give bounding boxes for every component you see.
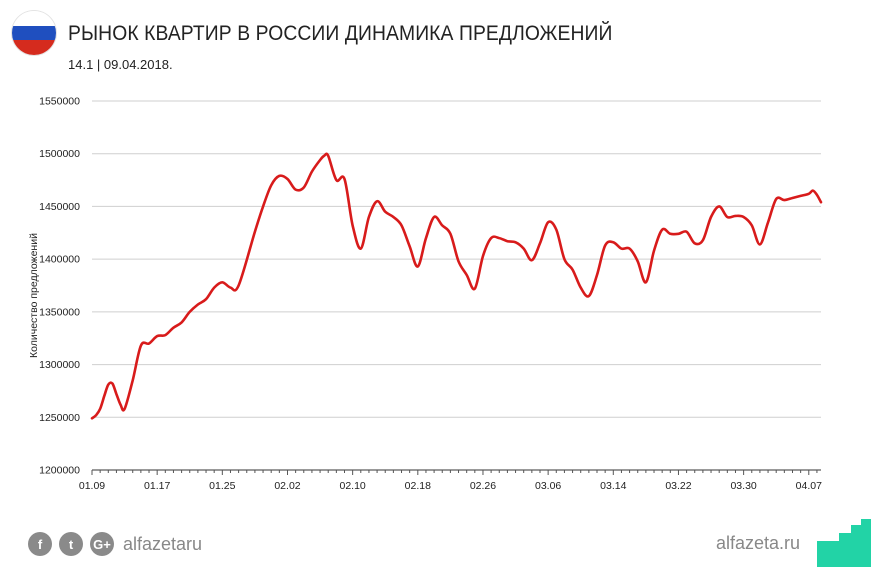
page-title: РЫНОК КВАРТИР В РОССИИ ДИНАМИКА ПРЕДЛОЖЕ… — [68, 22, 613, 45]
x-tick-label: 03.30 — [730, 480, 756, 492]
facebook-glyph: f — [37, 536, 43, 552]
google-plus-glyph: G+ — [93, 536, 111, 552]
y-tick-label: 1550000 — [39, 96, 80, 108]
x-tick-label: 03.06 — [535, 480, 561, 492]
logo-steps-shape — [817, 519, 871, 567]
y-tick-label: 1450000 — [39, 201, 80, 213]
flag-band-white — [12, 11, 56, 26]
google-plus-icon[interactable]: G+ — [90, 532, 114, 556]
alfazeta-logo-icon — [817, 519, 871, 567]
y-tick-label: 1200000 — [39, 465, 80, 477]
x-tick-label: 03.14 — [600, 480, 626, 492]
page-subtitle: 14.1 | 09.04.2018. — [68, 57, 173, 72]
social-handle[interactable]: alfazetaru — [123, 533, 203, 554]
x-tick-label: 01.09 — [79, 480, 105, 492]
y-tick-label: 1250000 — [39, 412, 80, 424]
x-tick-label: 02.26 — [470, 480, 496, 492]
twitter-glyph: t — [68, 536, 74, 552]
facebook-icon[interactable]: f — [28, 532, 52, 556]
x-tick-label: 01.17 — [144, 480, 170, 492]
twitter-icon[interactable]: t — [59, 532, 83, 556]
x-tick-label: 01.25 — [209, 480, 235, 492]
y-tick-label: 1500000 — [39, 148, 80, 160]
social-bar: f t G+ alfazetaru — [28, 532, 202, 556]
x-tick-label: 03.22 — [665, 480, 691, 492]
y-tick-label: 1350000 — [39, 306, 80, 318]
y-tick-label: 1400000 — [39, 254, 80, 266]
y-tick-label: 1300000 — [39, 359, 80, 371]
series-line — [90, 152, 823, 420]
russia-flag-icon — [12, 11, 56, 55]
x-tick-label: 02.18 — [405, 480, 431, 492]
x-tick-label: 04.07 — [796, 480, 822, 492]
site-link[interactable]: alfazeta.ru — [716, 533, 801, 553]
y-axis-label: Количество предложений — [28, 233, 40, 358]
x-tick-label: 02.02 — [274, 480, 300, 492]
flag-band-blue — [12, 25, 56, 41]
flag-band-red — [12, 40, 56, 55]
x-tick-label: 02.10 — [340, 480, 366, 492]
